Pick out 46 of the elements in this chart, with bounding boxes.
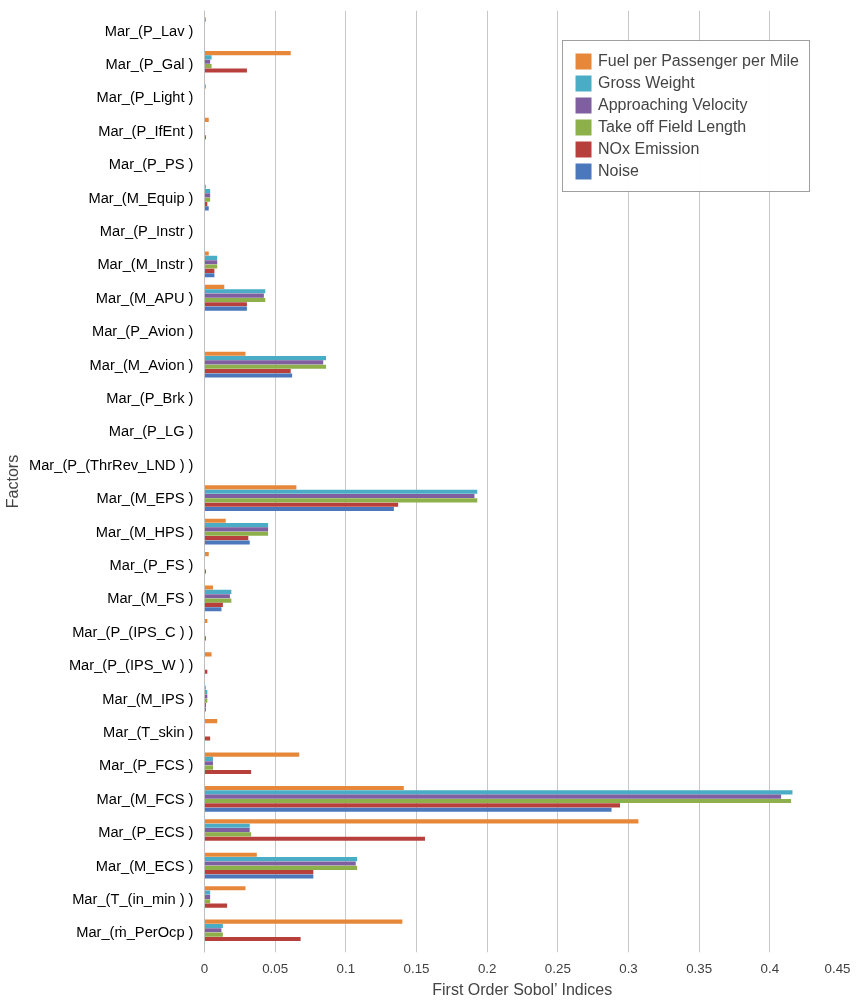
x-tick-label: 0.4 <box>760 960 780 976</box>
y-tick-label: Mar_(P_IfEnt ) <box>98 122 194 139</box>
x-axis-title: First Order Sobol’ Indices <box>432 980 613 998</box>
x-tick-label: 0.3 <box>619 960 638 976</box>
y-tick-label: Mar_(M_EPS ) <box>96 490 194 507</box>
y-tick-label: Mar_(M_FCS ) <box>96 790 194 807</box>
y-tick-label: Mar_(ṁ_PerOcp ) <box>76 924 194 941</box>
y-tick-label: Mar_(M_Instr ) <box>97 256 194 273</box>
y-tick-label: Mar_(M_Equip ) <box>88 189 194 206</box>
y-tick-label: Mar_(P_Brk ) <box>106 389 194 406</box>
x-tick-label: 0.05 <box>262 960 289 976</box>
x-tick-label: 0.45 <box>824 960 851 976</box>
y-tick-label: Mar_(M_Avion ) <box>89 356 194 373</box>
x-tick-label: 0.35 <box>686 960 713 976</box>
y-tick-label: Mar_(T_skin ) <box>103 724 194 741</box>
legend-label: Fuel per Passenger per Mile <box>598 52 799 70</box>
x-tick-label: 0.25 <box>544 960 571 976</box>
x-tick-label: 0.2 <box>477 960 497 976</box>
y-tick-label: Mar_(P_Instr ) <box>99 222 194 239</box>
y-tick-label: Mar_(P_(IPS_C ) ) <box>72 623 194 640</box>
y-tick-label: Mar_(M_IPS ) <box>102 690 194 707</box>
y-tick-label: Mar_(M_FS ) <box>107 590 194 607</box>
legend-label: Take off Field Length <box>598 118 747 136</box>
y-tick-label: Mar_(P_Gal ) <box>105 55 194 72</box>
legend-label: Gross Weight <box>598 74 695 92</box>
x-tick-label: 0.15 <box>403 960 430 976</box>
y-tick-label: Mar_(P_PS ) <box>108 156 194 173</box>
y-tick-label: Mar_(M_HPS ) <box>95 523 194 540</box>
y-tick-label: Mar_(P_FCS ) <box>99 757 194 774</box>
legend-label: NOx Emission <box>598 140 700 158</box>
y-tick-label: Mar_(M_APU ) <box>95 289 194 306</box>
y-tick-label: Mar_(P_Lav ) <box>104 22 194 39</box>
y-axis-title: Factors <box>4 454 21 509</box>
x-tick-label: 0 <box>200 960 209 976</box>
y-tick-label: Mar_(P_FS ) <box>109 557 194 574</box>
legend-label: Noise <box>598 162 639 180</box>
y-tick-label: Mar_(P_LG ) <box>108 423 194 440</box>
x-tick-label: 0.1 <box>336 960 356 976</box>
y-tick-label: Mar_(M_ECS ) <box>95 857 194 874</box>
y-tick-label: Mar_(P_ECS ) <box>98 824 194 841</box>
legend-label: Approaching Velocity <box>598 96 748 114</box>
y-tick-label: Mar_(P_(IPS_W ) ) <box>68 657 194 674</box>
y-tick-label: Mar_(T_(in_min ) ) <box>72 891 194 908</box>
y-tick-label: Mar_(P_(ThrRev_LND ) ) <box>29 456 194 473</box>
y-tick-label: Mar_(P_Light ) <box>96 89 194 106</box>
y-tick-label: Mar_(P_Avion ) <box>91 323 194 340</box>
